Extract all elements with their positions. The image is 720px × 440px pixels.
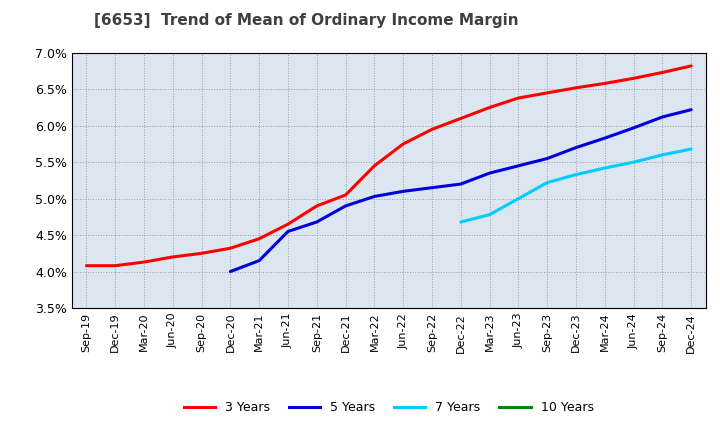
3 Years xyxy=(629,76,638,81)
Text: [6653]  Trend of Mean of Ordinary Income Margin: [6653] Trend of Mean of Ordinary Income … xyxy=(94,13,518,28)
5 Years xyxy=(629,125,638,131)
3 Years xyxy=(197,251,206,256)
3 Years xyxy=(543,90,552,95)
5 Years xyxy=(226,269,235,274)
5 Years xyxy=(284,229,292,234)
Legend: 3 Years, 5 Years, 7 Years, 10 Years: 3 Years, 5 Years, 7 Years, 10 Years xyxy=(179,396,598,419)
Line: 3 Years: 3 Years xyxy=(86,66,691,266)
3 Years xyxy=(82,263,91,268)
3 Years xyxy=(370,163,379,169)
3 Years xyxy=(399,141,408,147)
5 Years xyxy=(658,114,667,120)
5 Years xyxy=(341,203,350,209)
7 Years xyxy=(514,196,523,201)
3 Years xyxy=(226,246,235,251)
3 Years xyxy=(600,81,609,86)
5 Years xyxy=(600,136,609,141)
3 Years xyxy=(284,221,292,227)
3 Years xyxy=(428,127,436,132)
7 Years xyxy=(629,160,638,165)
7 Years xyxy=(658,152,667,158)
3 Years xyxy=(111,263,120,268)
7 Years xyxy=(456,219,465,224)
3 Years xyxy=(687,63,696,69)
5 Years xyxy=(543,156,552,161)
3 Years xyxy=(255,236,264,242)
5 Years xyxy=(485,170,494,176)
7 Years xyxy=(687,147,696,152)
5 Years xyxy=(255,258,264,263)
3 Years xyxy=(168,254,177,260)
3 Years xyxy=(341,192,350,198)
3 Years xyxy=(572,85,580,91)
3 Years xyxy=(658,70,667,75)
5 Years xyxy=(370,194,379,199)
3 Years xyxy=(514,95,523,101)
Line: 7 Years: 7 Years xyxy=(461,149,691,222)
7 Years xyxy=(485,212,494,217)
Line: 5 Years: 5 Years xyxy=(230,110,691,271)
5 Years xyxy=(687,107,696,112)
3 Years xyxy=(456,116,465,121)
3 Years xyxy=(140,260,148,265)
7 Years xyxy=(572,172,580,177)
5 Years xyxy=(456,181,465,187)
3 Years xyxy=(312,203,321,209)
5 Years xyxy=(312,219,321,224)
7 Years xyxy=(543,180,552,185)
5 Years xyxy=(399,189,408,194)
7 Years xyxy=(600,165,609,171)
3 Years xyxy=(485,105,494,110)
5 Years xyxy=(572,145,580,150)
5 Years xyxy=(428,185,436,191)
5 Years xyxy=(514,163,523,169)
